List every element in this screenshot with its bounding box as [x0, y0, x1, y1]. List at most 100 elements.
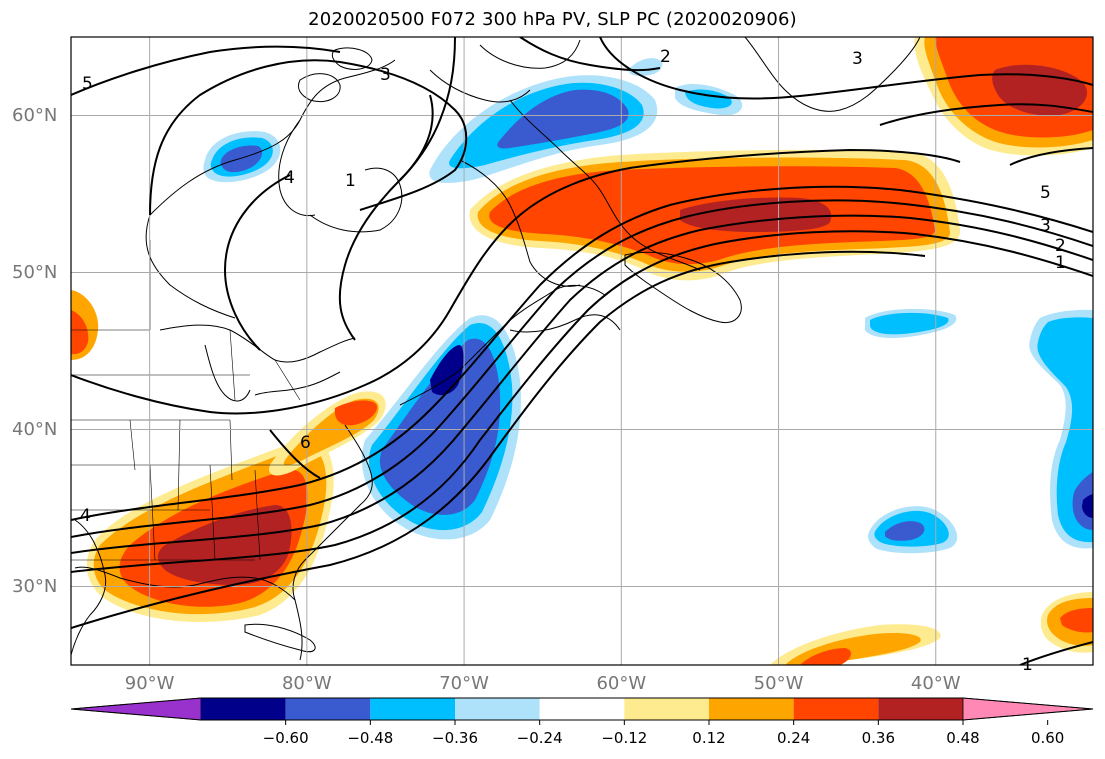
coastline — [297, 73, 341, 103]
colorbar-tick-label: 0.12 — [692, 729, 726, 747]
pv-negative-labrador — [497, 89, 629, 149]
coastline — [509, 314, 621, 333]
slp-contour-line — [519, 37, 661, 72]
lon-tick-label: 90°W — [124, 673, 175, 694]
contour-label: 2 — [1055, 236, 1066, 256]
colorbar-segment — [455, 698, 540, 720]
lon-tick-label: 60°W — [596, 673, 647, 694]
colorbar-segment — [285, 698, 371, 720]
colorbar-segment — [201, 698, 286, 720]
slp-contour-line — [269, 429, 321, 479]
coastline — [292, 424, 373, 661]
contour-label: 5 — [82, 74, 93, 94]
slp-contour-line — [599, 37, 1093, 100]
slp-contour-line — [71, 250, 926, 629]
colorbar-segment — [793, 698, 879, 720]
lat-tick-label: 40°N — [12, 418, 58, 440]
contour-label: 4 — [80, 506, 91, 526]
pv-negative-hudson-bay — [220, 145, 263, 173]
contour-label: 3 — [380, 65, 391, 85]
lat-tick-label: 60°N — [12, 104, 58, 126]
lon-tick-label: 70°W — [439, 673, 489, 694]
state-boundary — [71, 374, 300, 561]
colorbar — [70, 697, 1094, 725]
coastline — [254, 371, 341, 396]
colorbar-tick-label: 0.48 — [946, 729, 980, 747]
colorbar-extend-min — [70, 697, 202, 721]
pv-negative-mid-atlantic — [885, 521, 925, 541]
coastline — [479, 39, 581, 69]
slp-contour-line — [71, 214, 1093, 554]
contour-label: 2 — [660, 47, 671, 67]
slp-contour-line — [1019, 641, 1093, 665]
contour-label: 3 — [1040, 216, 1051, 236]
map-title: 2020020500 F072 300 hPa PV, SLP PC (2020… — [308, 9, 797, 30]
pv-negative-labrador — [628, 58, 663, 76]
pv-positive-newfoundland — [680, 197, 832, 232]
slp-contour-line — [223, 174, 291, 351]
slp-contour-line — [71, 185, 1093, 521]
slp-contour-line — [879, 103, 1093, 126]
coastline — [744, 37, 921, 112]
colorbar-segment — [539, 698, 625, 720]
slp-contour-line — [149, 59, 468, 216]
contour-label: 6 — [300, 433, 311, 453]
pv-positive-southeast-atlantic — [800, 648, 852, 665]
slp-contour-line — [338, 94, 434, 341]
colorbar-tick-label: 0.24 — [776, 729, 811, 747]
state-boundary — [71, 240, 301, 401]
colorbar-tick-label: −0.12 — [601, 729, 648, 747]
pv-positive-southeast-atlantic — [1060, 608, 1093, 633]
pv-positive-mid-atlantic — [334, 400, 378, 426]
contour-labels: 5 4 3 2 1 6 5 3 2 1 4 3 1 — [80, 47, 1066, 675]
coastline — [244, 623, 316, 653]
contour-label: 4 — [284, 168, 295, 188]
map-frame — [70, 36, 1094, 666]
slp-contours — [71, 37, 1093, 665]
coastline — [429, 69, 531, 103]
lat-tick-label: 30°N — [12, 575, 58, 597]
colorbar-outline — [70, 697, 1094, 721]
coastline — [624, 251, 742, 324]
colorbar-tick-label: −0.36 — [432, 729, 478, 747]
slp-contour-line — [399, 37, 456, 181]
slp-contour-line — [71, 230, 1093, 573]
coastlines — [71, 37, 921, 661]
colorbar-segment — [624, 698, 709, 720]
colorbar-tick-label: 0.36 — [861, 729, 896, 747]
contour-label: 3 — [852, 49, 863, 69]
coastline — [278, 119, 316, 217]
coastline — [204, 344, 251, 402]
contour-label: 1 — [1055, 253, 1066, 273]
slp-contour-line — [71, 45, 341, 96]
colorbar-segment — [370, 698, 455, 720]
lon-tick-label: 80°W — [281, 673, 332, 694]
colorbar-tick-label: 0.60 — [1030, 729, 1065, 747]
lat-tick-label: 50°N — [12, 261, 58, 283]
coastline — [149, 59, 396, 216]
slp-contour-line — [1009, 147, 1093, 166]
contour-label: 1 — [345, 171, 356, 191]
colorbar-extend-max — [962, 697, 1094, 721]
pv-negative-east-edge — [1082, 494, 1093, 518]
colorbar-tick-label: −0.48 — [347, 729, 394, 747]
contour-label: 5 — [1040, 183, 1051, 203]
coastline — [309, 167, 403, 233]
coastline — [145, 214, 236, 319]
coastline — [71, 519, 107, 656]
pv-positive-west-edge — [71, 310, 89, 355]
coastline — [159, 324, 356, 363]
lon-tick-label: 50°W — [753, 673, 804, 694]
coastline — [459, 159, 581, 287]
colorbar-segment — [709, 698, 794, 720]
colorbar-tick-label: −0.60 — [262, 729, 309, 747]
coastline — [331, 47, 373, 70]
colorbar-tick-label: −0.24 — [516, 729, 563, 747]
lon-tick-label: 40°W — [910, 673, 961, 694]
gridlines — [71, 37, 1093, 665]
slp-contour-line — [71, 199, 1093, 538]
colorbar-segment — [878, 698, 963, 720]
pv-shading — [71, 37, 1093, 665]
slp-contour-line — [71, 148, 961, 415]
